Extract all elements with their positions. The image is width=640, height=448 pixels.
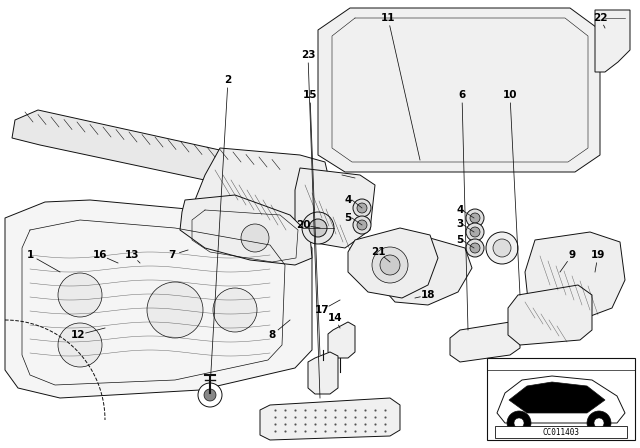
Circle shape bbox=[241, 224, 269, 252]
Polygon shape bbox=[195, 148, 328, 252]
Polygon shape bbox=[180, 195, 312, 265]
Text: 7: 7 bbox=[168, 250, 176, 260]
Polygon shape bbox=[12, 110, 295, 195]
Text: 2: 2 bbox=[225, 75, 232, 85]
Polygon shape bbox=[318, 8, 600, 172]
Text: 21: 21 bbox=[371, 247, 385, 257]
Circle shape bbox=[353, 199, 371, 217]
Text: 5: 5 bbox=[456, 235, 463, 245]
Circle shape bbox=[213, 288, 257, 332]
Circle shape bbox=[353, 216, 371, 234]
Circle shape bbox=[58, 273, 102, 317]
Polygon shape bbox=[348, 228, 438, 298]
Polygon shape bbox=[508, 285, 592, 345]
Circle shape bbox=[198, 383, 222, 407]
Polygon shape bbox=[5, 200, 312, 398]
Bar bbox=[495, 426, 627, 438]
Text: 16: 16 bbox=[93, 250, 108, 260]
Text: 18: 18 bbox=[420, 290, 435, 300]
Text: 9: 9 bbox=[568, 250, 575, 260]
Circle shape bbox=[466, 209, 484, 227]
Text: 1: 1 bbox=[26, 250, 34, 260]
Polygon shape bbox=[328, 322, 355, 358]
Circle shape bbox=[302, 212, 334, 244]
Text: 22: 22 bbox=[593, 13, 607, 23]
Circle shape bbox=[493, 239, 511, 257]
Polygon shape bbox=[509, 382, 605, 413]
Text: 13: 13 bbox=[125, 250, 140, 260]
Text: 10: 10 bbox=[503, 90, 517, 100]
Text: 5: 5 bbox=[344, 213, 351, 223]
Text: 17: 17 bbox=[315, 305, 330, 315]
Circle shape bbox=[514, 418, 524, 428]
Circle shape bbox=[204, 389, 216, 401]
Text: CC011403: CC011403 bbox=[543, 427, 579, 436]
Circle shape bbox=[357, 220, 367, 230]
Text: 3: 3 bbox=[456, 219, 463, 229]
Text: 12: 12 bbox=[71, 330, 85, 340]
Circle shape bbox=[486, 232, 518, 264]
Polygon shape bbox=[260, 398, 400, 440]
Text: 11: 11 bbox=[381, 13, 396, 23]
Polygon shape bbox=[308, 352, 338, 394]
Circle shape bbox=[594, 418, 604, 428]
Text: 4: 4 bbox=[344, 195, 352, 205]
Bar bbox=[487, 358, 635, 440]
Polygon shape bbox=[595, 10, 630, 72]
Polygon shape bbox=[450, 322, 520, 362]
Circle shape bbox=[587, 411, 611, 435]
Circle shape bbox=[470, 227, 480, 237]
Circle shape bbox=[470, 243, 480, 253]
Polygon shape bbox=[380, 238, 472, 305]
Circle shape bbox=[380, 255, 400, 275]
Text: 6: 6 bbox=[458, 90, 466, 100]
Text: 15: 15 bbox=[303, 90, 317, 100]
Circle shape bbox=[372, 247, 408, 283]
Polygon shape bbox=[497, 376, 625, 423]
Circle shape bbox=[309, 219, 327, 237]
Circle shape bbox=[58, 323, 102, 367]
Circle shape bbox=[357, 203, 367, 213]
Circle shape bbox=[470, 213, 480, 223]
Circle shape bbox=[147, 282, 203, 338]
Text: 23: 23 bbox=[301, 50, 316, 60]
Circle shape bbox=[507, 411, 531, 435]
Text: 8: 8 bbox=[268, 330, 276, 340]
Text: 14: 14 bbox=[328, 313, 342, 323]
Circle shape bbox=[466, 239, 484, 257]
Polygon shape bbox=[525, 232, 625, 320]
Polygon shape bbox=[295, 168, 375, 248]
Circle shape bbox=[466, 223, 484, 241]
Text: 4: 4 bbox=[456, 205, 464, 215]
Text: 19: 19 bbox=[591, 250, 605, 260]
Text: 20: 20 bbox=[296, 220, 310, 230]
